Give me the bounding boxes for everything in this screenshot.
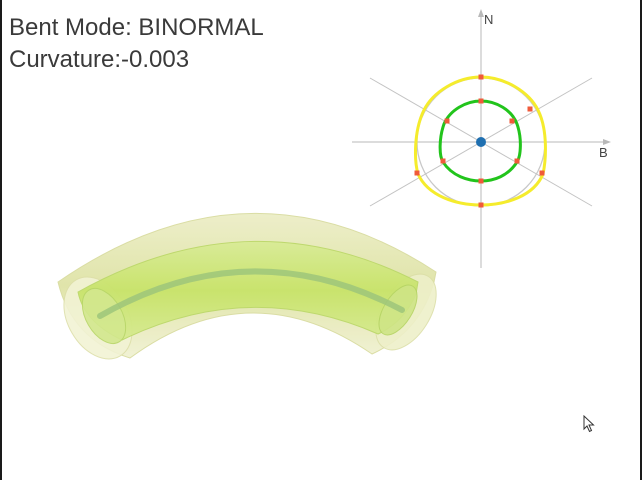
control-point[interactable]: [414, 170, 420, 176]
tube-centerline: [97, 268, 405, 319]
inner-control-points: [440, 98, 520, 184]
outer-control-points: [414, 74, 545, 208]
control-point[interactable]: [478, 74, 484, 80]
n-axis-arrowhead: [478, 9, 484, 17]
curvature-label: Curvature:: [9, 46, 122, 73]
curvature-value: -0.003: [121, 46, 190, 73]
b-axis-label: B: [599, 145, 608, 160]
b-axis-arrowhead: [603, 139, 611, 145]
control-point[interactable]: [514, 158, 520, 164]
cross-section-diagram: N B: [352, 9, 611, 268]
control-point[interactable]: [440, 158, 446, 164]
arrow-cursor-icon: [583, 415, 595, 433]
control-point[interactable]: [478, 98, 484, 104]
bent-tube-model[interactable]: [50, 212, 449, 371]
bent-mode-label: Bent Mode:: [9, 14, 139, 41]
center-point[interactable]: [476, 137, 486, 147]
control-point[interactable]: [509, 118, 515, 124]
control-point[interactable]: [478, 202, 484, 208]
control-point[interactable]: [527, 106, 533, 112]
control-point[interactable]: [444, 118, 450, 124]
bent-mode-readout: Bent Mode: BINORMAL: [9, 14, 264, 42]
bent-mode-value: BINORMAL: [138, 14, 264, 41]
control-point[interactable]: [539, 170, 545, 176]
window-right-border: [640, 0, 642, 480]
window-left-border: [0, 0, 2, 480]
control-point[interactable]: [478, 178, 484, 184]
curvature-readout: Curvature:-0.003: [9, 46, 189, 74]
n-axis-label: N: [484, 12, 493, 27]
